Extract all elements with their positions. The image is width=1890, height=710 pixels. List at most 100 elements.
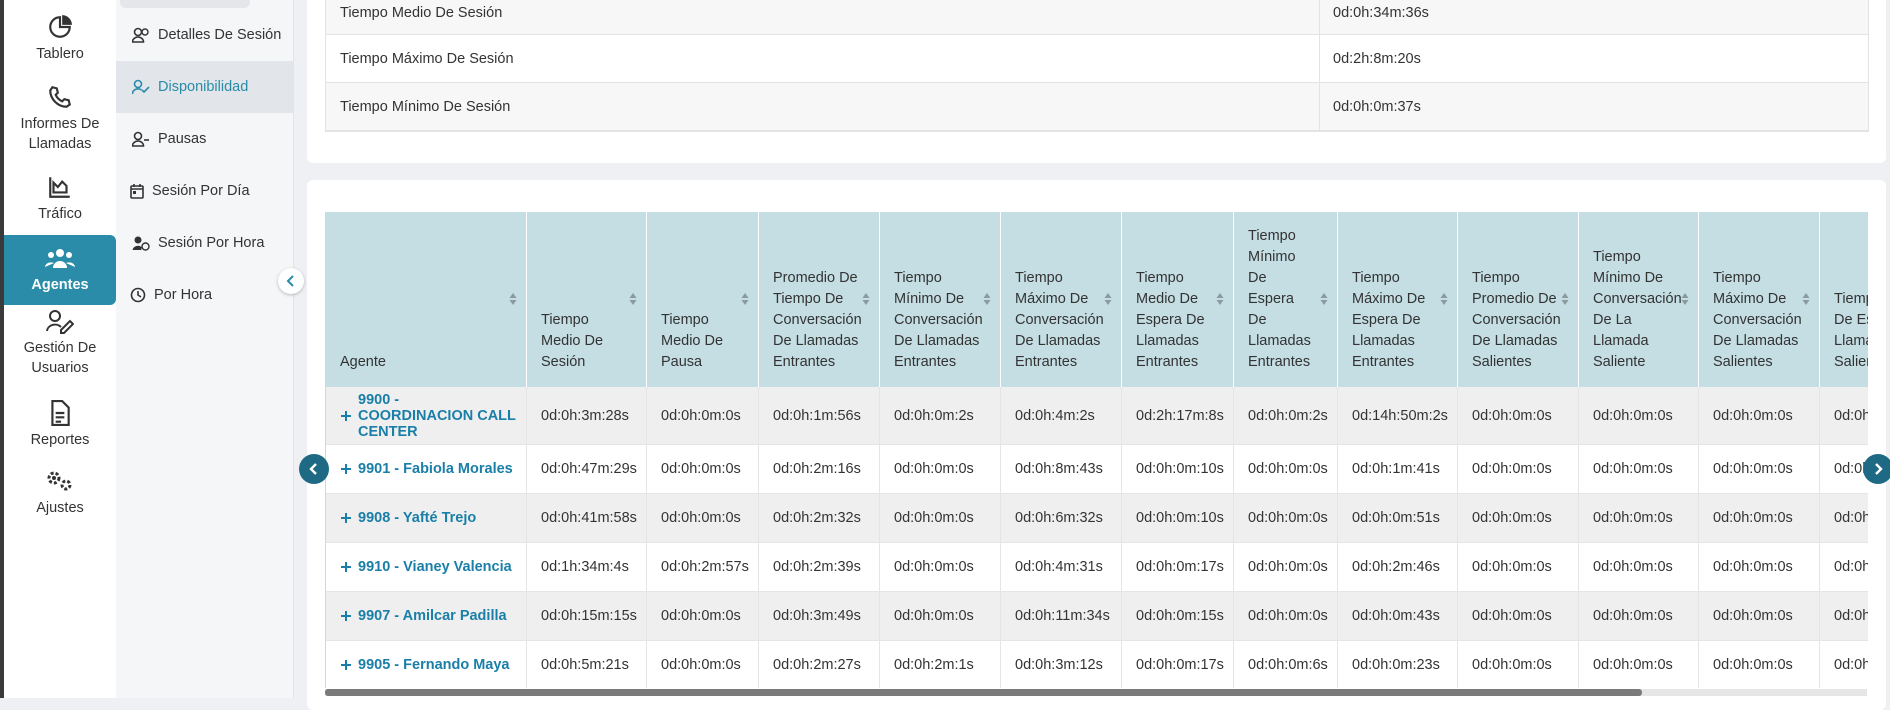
scrollbar-thumb[interactable] [325,689,1642,696]
cell-value: 0d:0h:0m:15s [1136,608,1224,624]
table-cell: 0d:0h:0m:0s [1458,387,1579,444]
cell-value: 0d:0h:0m:0s [1593,510,1673,526]
cell-value: 0d:0h:0m:0s [894,608,974,624]
column-header[interactable]: Tiempo Medio De Sesión [527,212,647,387]
column-header[interactable]: Tiempo Medio De Pausa [647,212,759,387]
agent-name: 9905 - Fernando Maya [358,657,510,673]
summary-value: 0d:0h:34m:36s [1333,5,1429,21]
cell-value: 0d:0h:15m:15s [541,608,637,624]
table-cell: 0d:0h:2m:39s [759,543,880,591]
summary-row: Tiempo Mínimo De Sesión 0d:0h:0m:37s [326,83,1868,131]
sub-label: Sesión Por Día [152,183,250,199]
cell-value: 0d:0h:0m:51s [1352,510,1440,526]
header-label: Tiempo Mínimo De Espera De Llamadas Entr… [1248,228,1311,370]
scroll-left-button[interactable] [299,454,329,484]
agent-cell[interactable]: 9908 - Yafté Trejo [326,494,527,542]
table-cell: 0d:0h:0m:15s [1122,592,1234,640]
icon [1561,293,1569,305]
icon [51,400,70,426]
sub-item[interactable]: Por Hora [116,269,293,321]
column-header[interactable]: Agente [326,212,527,387]
table-cell: 0d:0h:0m:0s [1458,592,1579,640]
table-cell: 0d:14h:50m:2s [1338,387,1458,444]
cell-value: 0d:0h:3m:28s [541,407,629,424]
nav-label: Reportes [30,432,90,448]
table-cell: 0d:0h:0m:0s [1820,494,1868,542]
nav-item[interactable]: Tablero [4,14,116,64]
nav-item[interactable]: Ajustes [4,468,116,518]
nav-label: Informes De Llamadas [20,116,100,152]
table-cell: 0d:0h:0m:2s [1234,387,1338,444]
table-cell: 0d:0h:0m:17s [1122,543,1234,591]
agent-cell[interactable]: 9905 - Fernando Maya [326,641,527,688]
agent-cell[interactable]: 9900 - COORDINACION CALL CENTER [326,387,527,444]
summary-cell: Tiempo Máximo De Sesión [340,51,514,67]
column-header[interactable]: Tiempo Mínimo De Conversación De La Llam… [1579,212,1699,387]
table-cell: 0d:0h:0m:2s [880,387,1001,444]
table-cell: 0d:0h:0m:0s [1699,543,1820,591]
column-header[interactable]: Promedio De Tiempo De Conversación De Ll… [759,212,880,387]
column-header[interactable]: Tiempo Máximo De Conversación De Llamada… [1001,212,1122,387]
cell-value: 0d:0h:0m:0s [1834,608,1868,624]
cell-value: 0d:0h:47m:29s [541,461,637,477]
nav-item[interactable]: Informes De Llamadas [4,84,116,154]
table-cell: 0d:0h:0m:17s [1122,641,1234,688]
cell-value: 0d:0h:3m:12s [1015,657,1103,673]
header-label: Agente [340,354,386,370]
icon [1104,293,1112,305]
table-cell: 0d:0h:4m:31s [1001,543,1122,591]
sub-item[interactable]: Disponibilidad [116,61,293,113]
agent-cell[interactable]: 9901 - Fabiola Morales [326,445,527,493]
icon [49,177,70,198]
column-header[interactable]: Tiempo Medio De Espera De Llamadas Salie… [1820,212,1868,387]
table-cell: 0d:0h:0m:0s [647,387,759,444]
column-header[interactable]: Tiempo Promedio De Conversación De Llama… [1458,212,1579,387]
nav-item[interactable]: Reportes [4,400,116,450]
summary-row: Tiempo Medio De Sesión 0d:0h:34m:36s [326,0,1868,35]
column-divider [1319,83,1320,130]
table-cell: 0d:0h:0m:0s [1234,494,1338,542]
nav-item[interactable]: Tráfico [4,174,116,224]
icon [49,86,71,108]
cell-value: 0d:0h:2m:1s [894,657,974,673]
agent-cell[interactable]: 9910 - Vianey Valencia [326,543,527,591]
icon [132,131,149,147]
table-cell: 0d:0h:1m:56s [759,387,880,444]
table-cell: 0d:0h:0m:0s [1458,445,1579,493]
cell-value: 0d:0h:0m:0s [1834,407,1868,424]
collapse-button[interactable] [278,268,304,294]
cell-value: 0d:0h:0m:43s [1352,608,1440,624]
cell-value: 0d:0h:0m:0s [661,407,741,424]
column-header[interactable]: Tiempo Medio De Espera De Llamadas Entra… [1122,212,1234,387]
sub-item[interactable]: Detalles De Sesión [116,9,293,61]
sub-label: Detalles De Sesión [158,27,282,43]
summary-value: 0d:0h:0m:37s [1333,98,1421,115]
header-label: Tiempo Promedio De Conversación De Llama… [1472,270,1561,370]
scroll-right-button[interactable] [1863,454,1890,484]
cell-value: 0d:0h:0m:0s [1834,559,1868,575]
column-divider [1319,35,1320,82]
header-label: Tiempo Mínimo De Conversación De Llamada… [894,270,983,370]
column-header[interactable]: Tiempo Máximo De Espera De Llamadas Entr… [1338,212,1458,387]
table-cell: 0d:0h:0m:0s [1579,387,1699,444]
nav-item[interactable]: Gestión De Usuarios [4,308,116,378]
agent-name: 9910 - Vianey Valencia [358,559,512,575]
agent-cell[interactable]: 9907 - Amilcar Padilla [326,592,527,640]
nav-item[interactable]: Agentes [4,235,116,305]
column-header[interactable]: Tiempo Máximo De Conversación De Llamada… [1699,212,1820,387]
column-header[interactable]: Tiempo Mínimo De Conversación De Llamada… [880,212,1001,387]
sub-item[interactable]: Pausas [116,113,293,165]
cell-value: 0d:0h:0m:0s [1248,608,1328,624]
sub-item[interactable]: Sesión Por Hora [116,217,293,269]
column-header[interactable]: Tiempo Mínimo De Espera De Llamadas Entr… [1234,212,1338,387]
table-cell: 0d:0h:4m:2s [1001,387,1122,444]
cell-value: 0d:0h:0m:0s [1472,407,1552,424]
cell-value: 0d:0h:0m:0s [1834,461,1868,477]
icon [1681,293,1689,305]
sub-item[interactable]: Sesión Por Día [116,165,293,217]
icon [341,660,351,670]
summary-label: Tiempo Máximo De Sesión [340,50,514,67]
summary-cell: 0d:0h:34m:36s [1333,5,1429,21]
table-cell: 0d:0h:0m:0s [1579,494,1699,542]
header-label: Promedio De Tiempo De Conversación De Ll… [773,270,862,370]
